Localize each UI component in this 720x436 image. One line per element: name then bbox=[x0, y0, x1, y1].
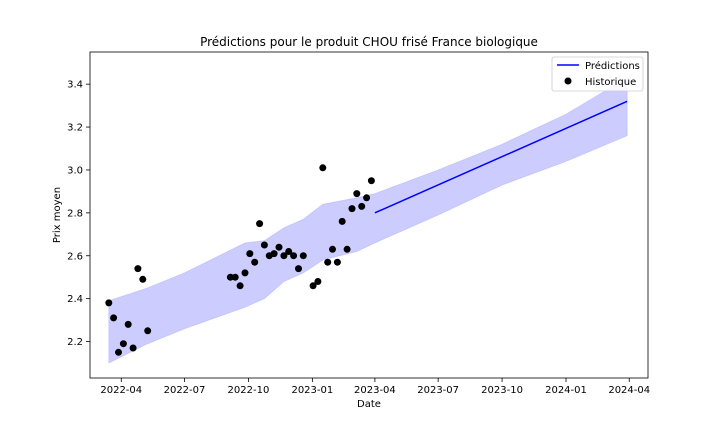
historique-point bbox=[129, 344, 137, 352]
x-tick-label: 2024-01 bbox=[545, 385, 587, 396]
y-tick-label: 2.4 bbox=[67, 294, 83, 305]
historique-point bbox=[363, 194, 371, 202]
plot-area bbox=[89, 51, 649, 379]
y-tick-label: 3.0 bbox=[67, 165, 83, 176]
historique-point bbox=[256, 220, 264, 228]
x-tick-label: 2022-07 bbox=[164, 385, 206, 396]
historique-point bbox=[348, 205, 356, 213]
historique-point bbox=[139, 275, 147, 283]
historique-point bbox=[270, 250, 278, 258]
x-tick-label: 2022-04 bbox=[100, 385, 142, 396]
historique-point bbox=[324, 258, 332, 266]
y-tick-label: 2.8 bbox=[67, 208, 83, 219]
historique-point bbox=[231, 273, 239, 281]
historique-point bbox=[367, 177, 375, 185]
historique-point bbox=[314, 278, 322, 285]
x-tick-label: 2022-10 bbox=[228, 385, 270, 396]
historique-point bbox=[343, 245, 351, 253]
x-tick-label: 2023-04 bbox=[354, 385, 396, 396]
y-axis-label: Prix moyen bbox=[52, 187, 63, 243]
historique-point bbox=[110, 314, 118, 322]
historique-point bbox=[241, 269, 249, 277]
predictions-line bbox=[374, 100, 628, 214]
y-tick-label: 2.2 bbox=[67, 337, 83, 348]
historique-point bbox=[299, 252, 307, 260]
y-tick-label: 3.4 bbox=[67, 80, 83, 91]
historique-point bbox=[260, 241, 268, 249]
y-tick-label: 3.2 bbox=[67, 123, 83, 134]
plot-frame bbox=[89, 51, 649, 379]
x-tick-label: 2023-07 bbox=[417, 385, 459, 396]
historique-point bbox=[358, 202, 366, 210]
historique-point bbox=[333, 258, 341, 266]
historique-point bbox=[251, 258, 259, 266]
historique-point bbox=[134, 265, 142, 273]
historique-point bbox=[280, 252, 288, 260]
legend-historique-swatch bbox=[564, 77, 572, 85]
historique-point bbox=[115, 348, 122, 356]
y-tick-label: 2.6 bbox=[67, 251, 83, 262]
historique-point bbox=[275, 243, 283, 251]
historique-point bbox=[290, 252, 298, 260]
legend-historique-label: Historique bbox=[585, 77, 636, 88]
historique-point bbox=[353, 190, 361, 198]
historique-point bbox=[309, 282, 317, 290]
historique-point bbox=[246, 250, 254, 258]
confidence-band bbox=[108, 76, 628, 364]
historique-points bbox=[105, 164, 375, 356]
y-axis: 2.2 2.4 2.6 2.8 3.0 3.2 3.4 bbox=[67, 80, 90, 348]
historique-point bbox=[236, 282, 244, 290]
x-tick-label: 2023-10 bbox=[481, 385, 523, 396]
x-axis: 2022-04 2022-07 2022-10 2023-01 2023-04 2023-… bbox=[100, 378, 650, 396]
x-tick-label: 2024-04 bbox=[608, 385, 650, 396]
x-axis-label: Date bbox=[357, 399, 381, 410]
historique-point bbox=[226, 273, 234, 281]
historique-point bbox=[285, 248, 293, 255]
historique-point bbox=[338, 217, 346, 225]
historique-point bbox=[105, 299, 113, 307]
x-tick-label: 2023-01 bbox=[291, 385, 333, 396]
historique-point bbox=[144, 327, 152, 335]
chart-title: Prédictions pour le produit CHOU frisé F… bbox=[200, 35, 538, 49]
historique-point bbox=[319, 164, 327, 172]
legend: Prédictions Historique bbox=[551, 56, 644, 92]
historique-point bbox=[329, 245, 336, 253]
historique-point bbox=[119, 340, 127, 348]
historique-point bbox=[124, 320, 132, 328]
legend-predictions-label: Prédictions bbox=[585, 60, 640, 72]
historique-point bbox=[295, 265, 302, 273]
